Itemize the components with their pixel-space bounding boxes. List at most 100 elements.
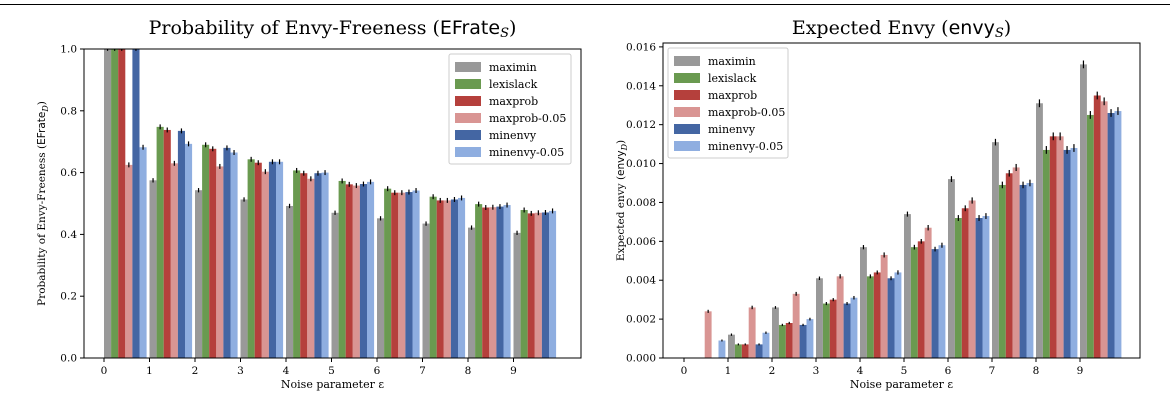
bar-lexislack-x5 bbox=[910, 247, 918, 358]
bar-minenvy-x4 bbox=[887, 278, 895, 358]
bar-minenvy-x8 bbox=[496, 206, 504, 358]
bar-maximin-x3 bbox=[240, 199, 248, 358]
bar-maximin-x9 bbox=[1080, 64, 1087, 358]
bar-maxprob-x7 bbox=[1005, 173, 1013, 358]
bar-minenvy-x1 bbox=[755, 344, 763, 358]
y-tick-label-envy-6: 0.012 bbox=[626, 119, 656, 131]
x-tick-label-efrate-1: 1 bbox=[146, 365, 153, 377]
legend-label-maxprob: maxprob bbox=[708, 89, 757, 102]
chart-panel-efrate: Probability of Envy-Freeness (EFrateS) Pr… bbox=[0, 0, 585, 398]
bar-minenvy-x9 bbox=[1107, 113, 1115, 358]
bar-maxprob-0.05-x2 bbox=[216, 166, 224, 358]
bar-maxprob-0.05-x5 bbox=[352, 185, 360, 358]
bar-minenvy-x6 bbox=[975, 218, 983, 358]
bar-maxprob-x3 bbox=[829, 299, 837, 358]
x-axis-label-envy: Noise parameter ε bbox=[850, 378, 953, 391]
legend-swatch-lexislack bbox=[674, 73, 700, 83]
x-tick-label-envy-4: 4 bbox=[857, 365, 864, 377]
legend-swatch-maximin bbox=[674, 56, 700, 66]
legend-label-maxprob-0.05: maxprob-0.05 bbox=[489, 112, 566, 125]
bar-minenvy-0.05-x0 bbox=[718, 340, 726, 358]
bar-maximin-x1 bbox=[728, 334, 735, 358]
bar-lexislack-x1 bbox=[734, 344, 742, 358]
bar-maxprob-x4 bbox=[873, 272, 881, 358]
bar-maximin-x0 bbox=[104, 49, 112, 358]
legend-swatch-maxprob-0.05 bbox=[674, 107, 700, 117]
bar-lexislack-x2 bbox=[202, 144, 210, 358]
bar-lexislack-x9 bbox=[520, 209, 528, 358]
bar-lexislack-x3 bbox=[822, 303, 830, 358]
bar-lexislack-x6 bbox=[954, 218, 962, 358]
bar-maxprob-0.05-x9 bbox=[534, 212, 542, 358]
legend-label-lexislack: lexislack bbox=[489, 78, 538, 91]
legend-label-maxprob-0.05: maxprob-0.05 bbox=[708, 106, 785, 119]
y-tick-label-envy-3: 0.006 bbox=[626, 236, 656, 248]
x-tick-label-envy-6: 6 bbox=[945, 365, 952, 377]
x-tick-label-efrate-2: 2 bbox=[192, 365, 199, 377]
legend-swatch-minenvy bbox=[674, 124, 700, 134]
y-tick-label-efrate-5: 1.0 bbox=[60, 44, 77, 56]
x-tick-label-efrate-5: 5 bbox=[328, 365, 335, 377]
bar-minenvy-x2 bbox=[223, 147, 231, 358]
bar-maxprob-x6 bbox=[391, 192, 399, 358]
x-tick-label-envy-2: 2 bbox=[769, 365, 776, 377]
x-tick-label-efrate-3: 3 bbox=[237, 365, 244, 377]
bar-minenvy-x5 bbox=[359, 184, 367, 358]
y-tick-label-envy-4: 0.008 bbox=[626, 197, 656, 209]
x-tick-label-efrate-7: 7 bbox=[419, 365, 426, 377]
bar-lexislack-x4 bbox=[866, 276, 874, 358]
chart-title-efrate: Probability of Envy-Freeness (EFrateS) bbox=[149, 17, 517, 41]
legend-envy: maximin lexislack maxprob maxprob-0.05 minen… bbox=[667, 47, 789, 159]
x-tick-label-envy-1: 1 bbox=[725, 365, 732, 377]
bar-minenvy-x0 bbox=[132, 49, 140, 358]
bar-maxprob-x1 bbox=[163, 129, 171, 358]
y-tick-label-envy-2: 0.004 bbox=[626, 275, 656, 287]
y-tick-label-envy-5: 0.010 bbox=[626, 158, 656, 170]
bar-minenvy-x8 bbox=[1063, 149, 1071, 358]
y-axis-label-envy: Expected envy (envyD) bbox=[615, 140, 629, 261]
bar-lexislack-x8 bbox=[475, 204, 483, 358]
plot-area-efrate bbox=[104, 49, 557, 358]
bar-maxprob-x1 bbox=[741, 344, 749, 358]
bar-maxprob-x5 bbox=[917, 241, 925, 358]
bar-maximin-x5 bbox=[331, 212, 339, 358]
bar-minenvy-0.05-x4 bbox=[321, 172, 329, 358]
bar-minenvy-x3 bbox=[843, 303, 851, 358]
bar-maxprob-0.05-x0 bbox=[704, 311, 712, 358]
y-tick-label-efrate-4: 0.8 bbox=[60, 105, 77, 117]
bar-maxprob-x7 bbox=[436, 200, 444, 358]
bar-minenvy-x3 bbox=[268, 161, 276, 358]
bar-maxprob-0.05-x1 bbox=[748, 307, 756, 358]
bar-minenvy-0.05-x3 bbox=[850, 297, 858, 358]
bar-maximin-x4 bbox=[860, 247, 867, 358]
legend-swatch-lexislack bbox=[455, 79, 481, 89]
bar-minenvy-0.05-x3 bbox=[276, 161, 284, 358]
bar-lexislack-x5 bbox=[338, 180, 346, 358]
bar-lexislack-x3 bbox=[247, 159, 255, 358]
bar-minenvy-x7 bbox=[1019, 184, 1027, 358]
legend-swatch-minenvy bbox=[455, 130, 481, 140]
bar-maxprob-0.05-x1 bbox=[170, 163, 178, 358]
bar-minenvy-0.05-x9 bbox=[1114, 111, 1122, 358]
bar-minenvy-x6 bbox=[405, 192, 413, 358]
legend-label-minenvy-0.05: minenvy-0.05 bbox=[489, 146, 564, 159]
bar-minenvy-0.05-x4 bbox=[894, 272, 902, 358]
bar-minenvy-0.05-x8 bbox=[1070, 148, 1078, 358]
bar-maxprob-0.05-x6 bbox=[398, 192, 406, 358]
x-tick-label-efrate-9: 9 bbox=[510, 365, 517, 377]
legend-swatch-maximin bbox=[455, 62, 481, 72]
bar-lexislack-x2 bbox=[778, 324, 786, 358]
bar-lexislack-x9 bbox=[1086, 114, 1094, 358]
bar-minenvy-x4 bbox=[314, 173, 322, 358]
bar-maxprob-0.05-x4 bbox=[880, 254, 888, 358]
legend-label-maximin: maximin bbox=[708, 55, 756, 68]
bar-minenvy-x5 bbox=[931, 249, 939, 358]
bar-maxprob-x4 bbox=[300, 173, 308, 358]
bar-minenvy-0.05-x7 bbox=[1026, 183, 1034, 358]
bar-minenvy-x1 bbox=[177, 130, 185, 358]
x-tick-label-envy-3: 3 bbox=[813, 365, 820, 377]
bar-maximin-x4 bbox=[286, 205, 294, 358]
bar-maxprob-0.05-x7 bbox=[1012, 167, 1020, 358]
bar-maxprob-x0 bbox=[118, 49, 126, 358]
bar-maxprob-0.05-x0 bbox=[125, 164, 133, 358]
